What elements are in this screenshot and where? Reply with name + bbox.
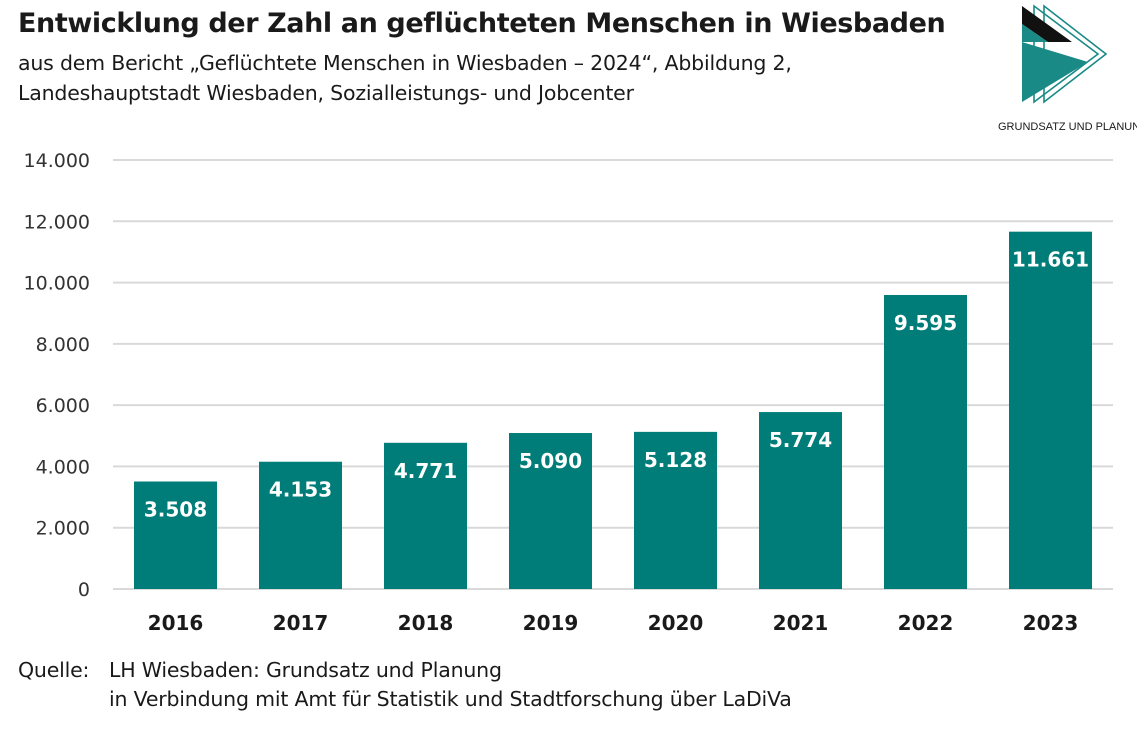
- y-tick-label: 10.000: [24, 273, 90, 295]
- logo-teal-upper: [1022, 24, 1048, 42]
- bar: [134, 481, 217, 589]
- x-tick-label: 2019: [523, 611, 579, 635]
- bar: [1009, 231, 1092, 589]
- bar-value-label: 9.595: [894, 311, 957, 335]
- x-tick-label: 2017: [273, 611, 329, 635]
- x-tick-label: 2022: [898, 611, 954, 635]
- bar-value-label: 11.661: [1012, 248, 1089, 272]
- bar: [384, 442, 467, 589]
- bar-value-label: 3.508: [144, 498, 207, 522]
- bar-value-label: 5.090: [519, 449, 582, 473]
- chart-subtitle: aus dem Bericht „Geflüchtete Menschen in…: [18, 48, 792, 108]
- y-tick-label: 8.000: [36, 334, 90, 356]
- y-axis-ticks: 0 2.000 4.000 6.000 8.000 10.000 12.000 14.000: [24, 150, 90, 601]
- bar-chart: 02.0004.0006.0008.00010.00012.00014.000 …: [24, 150, 1113, 635]
- x-axis-ticks: 2016 2017 2018 2019 2020 2021 2022 2023: [148, 611, 1079, 635]
- source-line-2: in Verbindung mit Amt für Statistik und …: [109, 687, 792, 711]
- y-tick-label: 14.000: [24, 150, 90, 172]
- y-tick-label: 6.000: [36, 395, 90, 417]
- logo-text: GRUNDSATZ UND PLANUNG: [998, 121, 1137, 133]
- grundsatz-planung-logo-icon: [1022, 4, 1108, 104]
- bar-value-label: 4.153: [269, 478, 332, 502]
- source-line-1: LH Wiesbaden: Grundsatz und Planung: [109, 658, 502, 682]
- x-tick-label: 2020: [648, 611, 704, 635]
- bar-value-label: 5.774: [769, 428, 832, 452]
- bar: [259, 461, 342, 589]
- y-tick-label: 2.000: [36, 518, 90, 540]
- bar: [884, 294, 967, 589]
- x-tick-label: 2018: [398, 611, 454, 635]
- bar-value-label: 4.771: [394, 459, 457, 483]
- bar-value-label: 5.128: [644, 448, 707, 472]
- y-tick-label: 4.000: [36, 456, 90, 478]
- subtitle-line-1: aus dem Bericht „Geflüchtete Menschen in…: [18, 51, 792, 75]
- bar: [759, 412, 842, 589]
- bar: [509, 433, 592, 589]
- x-tick-label: 2021: [773, 611, 829, 635]
- logo-dark-wedge: [1022, 6, 1072, 42]
- subtitle-line-2: Landeshauptstadt Wiesbaden, Sozialleistu…: [18, 81, 634, 105]
- logo-teal-triangle: [1022, 42, 1088, 102]
- x-tick-label: 2016: [148, 611, 204, 635]
- x-tick-label: 2023: [1023, 611, 1079, 635]
- chart-title: Entwicklung der Zahl an geflüchteten Men…: [18, 8, 946, 39]
- y-tick-label: 0: [78, 579, 90, 601]
- y-tick-label: 12.000: [24, 211, 90, 233]
- source-label: Quelle:: [18, 658, 90, 682]
- bar: [634, 431, 717, 589]
- bars: 3.508 4.153 4.771 5.090 5.128 5.774 9.595 11.66…: [134, 231, 1092, 589]
